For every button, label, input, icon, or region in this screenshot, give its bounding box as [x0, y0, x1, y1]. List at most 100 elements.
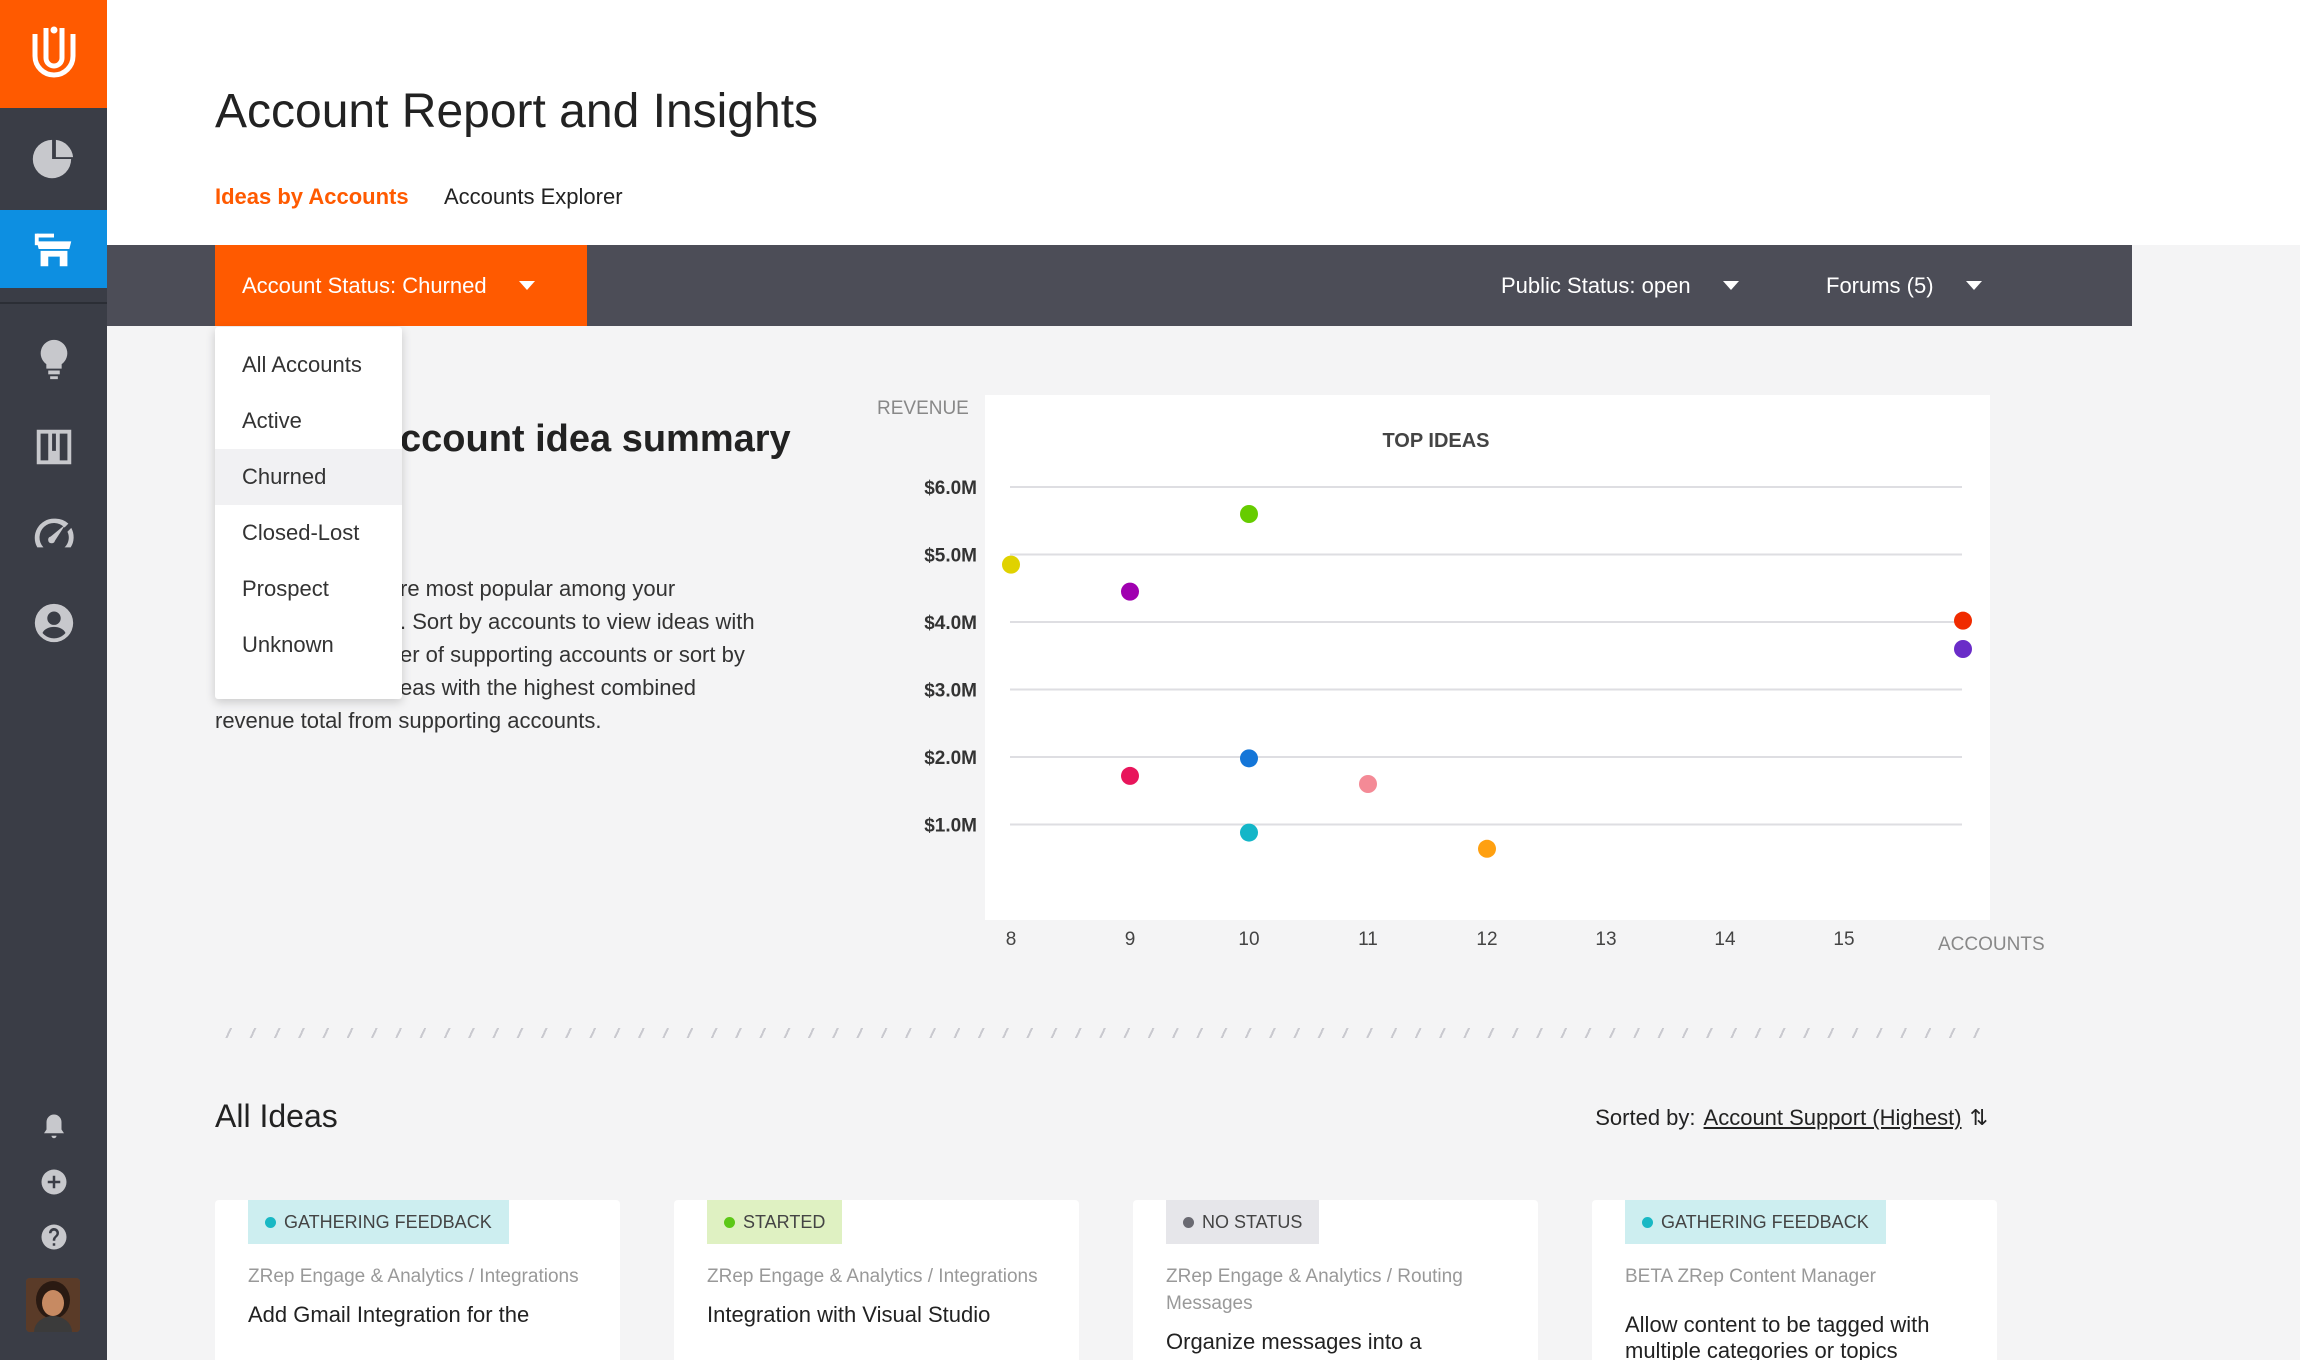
account-status-dropdown[interactable]: Account Status: Churned [215, 245, 587, 326]
plus-circle-icon [41, 1169, 66, 1195]
summary-line: . Sort by accounts to view ideas with [400, 609, 755, 634]
page-title: Account Report and Insights [215, 85, 819, 138]
tab-ideas-by-accounts[interactable]: Ideas by Accounts [215, 184, 409, 209]
idea-category: BETA ZRep Content Manager [1625, 1266, 1876, 1287]
menu-item-all-accounts[interactable]: All Accounts [242, 352, 362, 377]
public-status-label: Public Status: open [1501, 272, 1691, 298]
nav-profile[interactable] [0, 584, 107, 662]
status-dot-icon [724, 1216, 735, 1228]
status-dot-icon [265, 1216, 276, 1228]
notifications-button[interactable] [0, 1102, 107, 1152]
menu-item-prospect[interactable]: Prospect [242, 576, 329, 601]
idea-title: Allow content to be tagged with multiple… [1625, 1312, 1930, 1360]
y-axis-label: REVENUE [877, 398, 969, 419]
idea-card[interactable]: GATHERING FEEDBACK BETA ZRep Content Man… [1592, 1200, 1997, 1360]
bell-icon [43, 1114, 64, 1139]
status-dot-icon [1183, 1216, 1194, 1228]
account-status-menu: All Accounts Active Churned Closed-Lost … [215, 327, 402, 699]
data-point[interactable] [1121, 582, 1139, 601]
sidebar-divider [0, 302, 107, 304]
menu-item-unknown[interactable]: Unknown [242, 632, 334, 657]
nav-board[interactable] [0, 408, 107, 486]
status-badge: GATHERING FEEDBACK [248, 1200, 509, 1244]
data-point[interactable] [1240, 505, 1258, 523]
nav-reports[interactable] [0, 120, 107, 198]
lightbulb-icon [40, 339, 67, 380]
caret-down-icon [1965, 281, 1982, 290]
idea-title: Organize messages into a [1166, 1329, 1422, 1354]
sort-option-link[interactable]: Account Support (Highest) [1703, 1105, 1962, 1130]
app-logo[interactable] [0, 0, 107, 108]
caret-down-icon [1722, 281, 1739, 290]
section-divider [220, 1028, 1995, 1038]
public-status-dropdown[interactable]: Public Status: open [1501, 245, 1739, 326]
nav-accounts[interactable] [0, 210, 107, 288]
avatar[interactable] [26, 1278, 80, 1332]
summary-title: ccount idea summary [400, 418, 791, 460]
storefront-icon [34, 233, 71, 267]
account-status-label: Account Status: Churned [242, 272, 487, 298]
caret-down-icon [518, 281, 535, 290]
status-badge: NO STATUS [1166, 1200, 1320, 1244]
status-text: GATHERING FEEDBACK [284, 1211, 492, 1232]
x-tick-label: 12 [1476, 929, 1497, 950]
speedometer-icon [34, 518, 74, 548]
tab-accounts-explorer[interactable]: Accounts Explorer [444, 184, 623, 209]
forums-label: Forums (5) [1826, 272, 1934, 298]
status-badge: STARTED [707, 1200, 843, 1244]
data-point[interactable] [1359, 775, 1377, 793]
status-text: STARTED [743, 1211, 826, 1232]
y-tick-label: $5.0M [924, 546, 977, 567]
idea-category: ZRep Engage & Analytics / Routing Messag… [1166, 1266, 1463, 1314]
chart-title: TOP IDEAS [1382, 430, 1489, 452]
help-button[interactable] [0, 1212, 107, 1262]
y-tick-label: $2.0M [924, 748, 977, 769]
data-point[interactable] [1954, 640, 1972, 658]
idea-card[interactable]: GATHERING FEEDBACK ZRep Engage & Analyti… [215, 1200, 620, 1360]
kanban-board-icon [36, 429, 71, 465]
y-tick-label: $4.0M [924, 613, 977, 634]
x-tick-label: 15 [1833, 929, 1854, 950]
idea-category: ZRep Engage & Analytics / Integrations [707, 1266, 1038, 1287]
summary-text: re most popular among your . Sort by acc… [215, 572, 805, 737]
filter-bar: Account Status: Churned Public Status: o… [107, 245, 2132, 326]
status-badge: GATHERING FEEDBACK [1625, 1200, 1886, 1244]
summary-line: revenue total from supporting accounts. [215, 708, 602, 733]
data-point[interactable] [1240, 749, 1258, 768]
help-circle-icon [41, 1224, 66, 1250]
forums-dropdown[interactable]: Forums (5) [1826, 245, 1982, 326]
status-dot-icon [1642, 1216, 1653, 1228]
all-ideas-title: All Ideas [215, 1098, 338, 1134]
idea-title: Integration with Visual Studio [707, 1302, 991, 1327]
menu-item-active[interactable]: Active [242, 408, 302, 433]
sidebar [0, 0, 107, 1360]
data-point[interactable] [1954, 611, 1972, 630]
y-tick-label: $1.0M [924, 816, 977, 837]
chart-background [985, 395, 1990, 920]
sort-direction-icon[interactable]: ⇅ [1969, 1105, 1988, 1130]
data-point[interactable] [1121, 766, 1139, 785]
nav-ideas[interactable] [0, 320, 107, 398]
menu-item-churned[interactable]: Churned [215, 449, 402, 505]
x-tick-label: 10 [1238, 929, 1259, 950]
menu-item-closed-lost[interactable]: Closed-Lost [242, 520, 360, 545]
nav-dashboard[interactable] [0, 495, 107, 573]
x-axis-label: ACCOUNTS [1938, 934, 2045, 955]
status-text: GATHERING FEEDBACK [1661, 1211, 1869, 1232]
idea-card[interactable]: STARTED ZRep Engage & Analytics / Integr… [674, 1200, 1079, 1360]
add-button[interactable] [0, 1157, 107, 1207]
data-point[interactable] [1002, 555, 1020, 574]
uservoice-logo-icon [32, 26, 75, 78]
user-circle-icon [34, 603, 73, 643]
x-tick-label: 13 [1595, 929, 1616, 950]
top-ideas-chart: REVENUE ACCOUNTS TOP IDEAS $1.0M $2.0M $3.… [877, 395, 2045, 955]
summary-line: er of supporting accounts or sort by [400, 642, 745, 667]
pie-chart-icon [32, 139, 73, 179]
x-tick-label: 14 [1714, 929, 1736, 950]
idea-card[interactable]: NO STATUS ZRep Engage & Analytics / Rout… [1133, 1200, 1538, 1360]
status-text: NO STATUS [1202, 1211, 1303, 1232]
data-point[interactable] [1240, 823, 1258, 842]
summary-line: eas with the highest combined [400, 675, 696, 700]
x-tick-label: 11 [1358, 929, 1378, 950]
data-point[interactable] [1478, 839, 1496, 858]
